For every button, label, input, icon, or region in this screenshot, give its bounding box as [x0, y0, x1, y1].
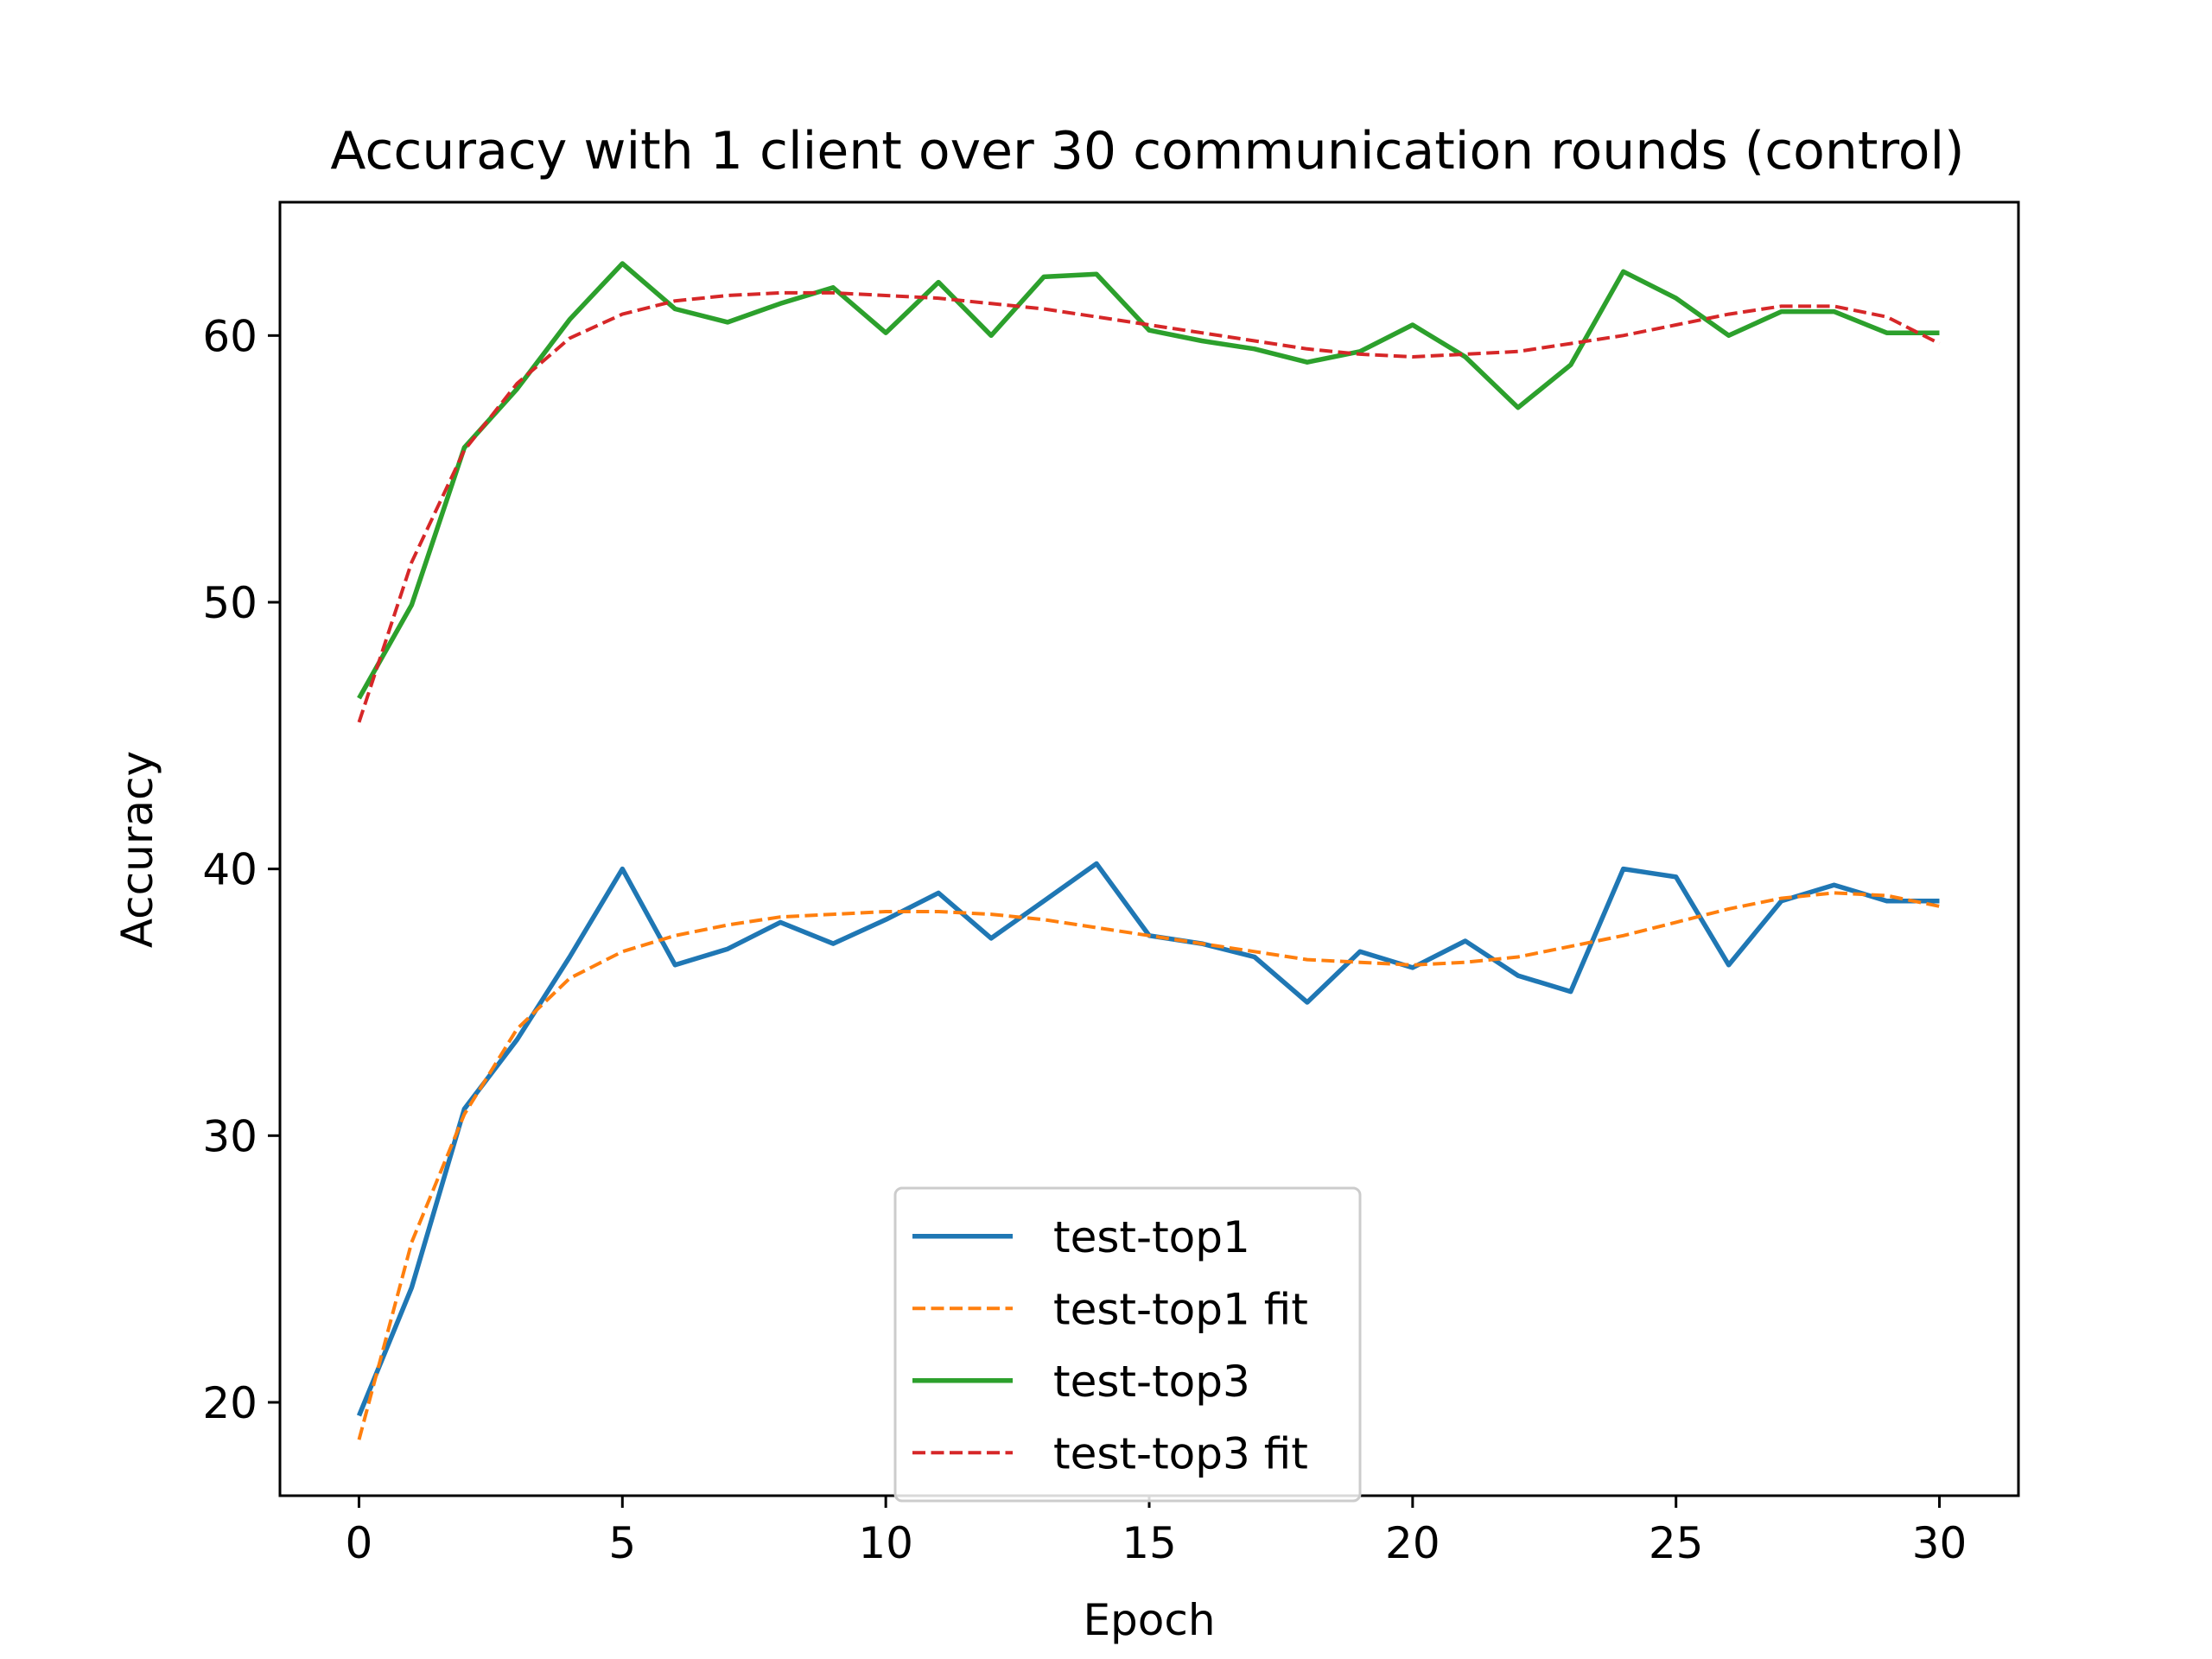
series-line-test-top3	[357, 261, 1940, 700]
x-tick-label: 30	[1912, 1518, 1967, 1568]
y-tick-label: 40	[202, 845, 257, 895]
legend-label-test-top3: test-top3	[1053, 1357, 1250, 1407]
legend: test-top1 test-top1 fit test-top3 test-top3…	[893, 1186, 1362, 1503]
y-tick-label: 30	[202, 1111, 257, 1161]
x-tick-label: 20	[1385, 1518, 1440, 1568]
x-tick-label: 25	[1649, 1518, 1704, 1568]
legend-label-test-top1: test-top1	[1053, 1212, 1250, 1262]
y-tick-label: 60	[202, 311, 257, 361]
x-tick-label: 5	[608, 1518, 636, 1568]
x-tick-label: 15	[1122, 1518, 1177, 1568]
series-line-test-top1-fit	[357, 891, 1940, 1440]
x-tick-label: 10	[858, 1518, 913, 1568]
legend-label-test-top1-fit: test-top1 fit	[1053, 1284, 1308, 1334]
x-axis-label: Epoch	[1083, 1595, 1215, 1645]
x-tick-label: 0	[346, 1518, 373, 1568]
x-axis-ticks: 0 5 10 15 20 25 30	[346, 1496, 1967, 1568]
legend-label-test-top3-fit: test-top3 fit	[1053, 1428, 1308, 1478]
y-axis-label: Accuracy	[112, 751, 162, 948]
y-axis-ticks: 20 30 40 50 60	[202, 311, 280, 1428]
y-tick-label: 20	[202, 1378, 257, 1428]
chart-title: Accuracy with 1 client over 30 communica…	[330, 121, 1964, 181]
plot-lines	[356, 261, 1941, 1440]
legend-box	[893, 1186, 1362, 1503]
y-tick-label: 50	[202, 578, 257, 628]
series-line-test-top3-fit	[357, 290, 1941, 723]
